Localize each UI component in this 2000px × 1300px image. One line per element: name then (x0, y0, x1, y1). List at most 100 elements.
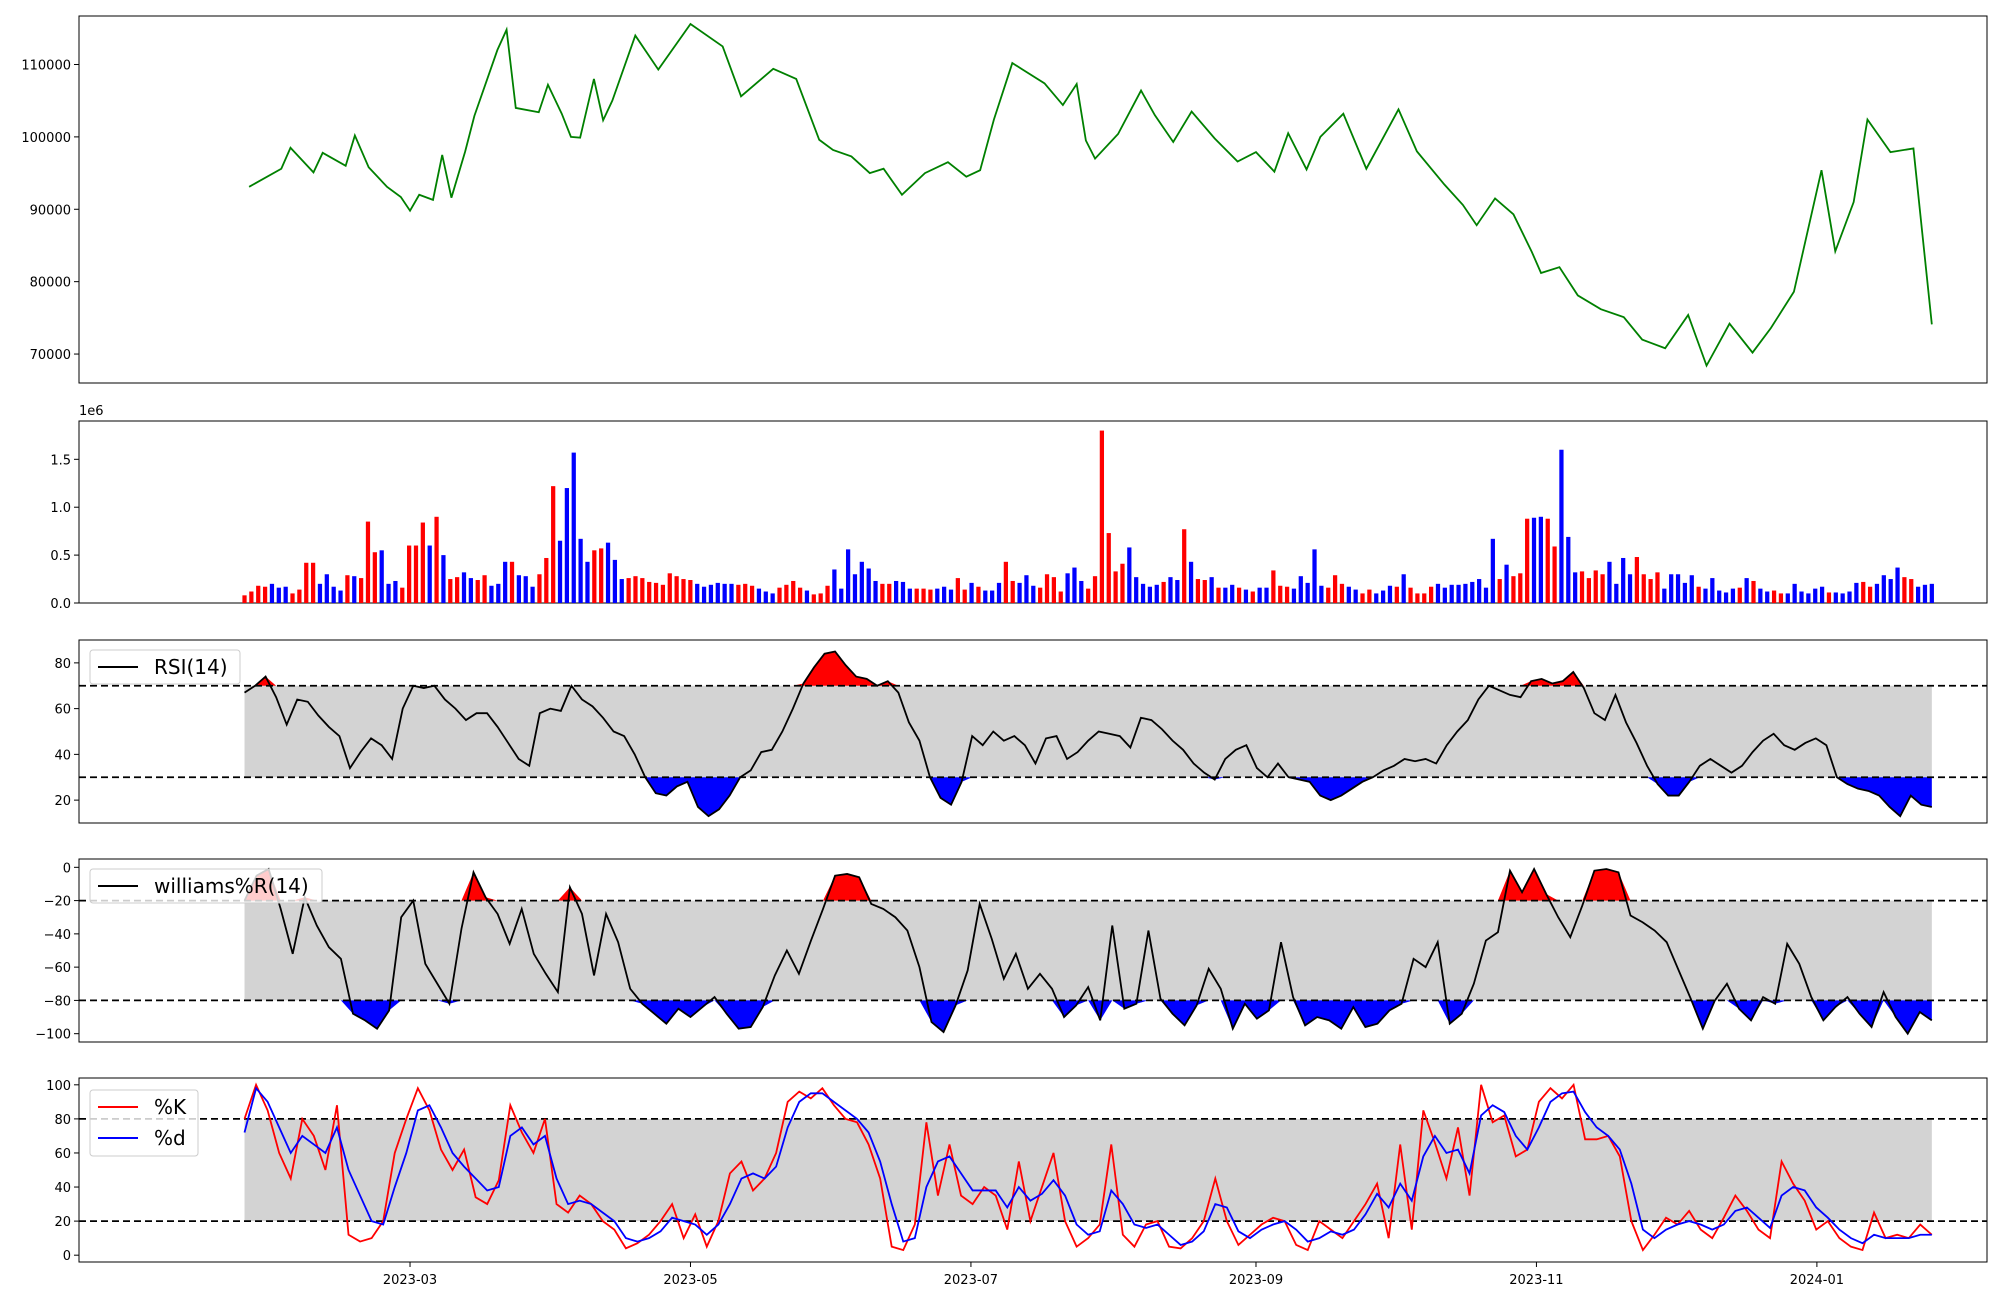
volume-bar (976, 586, 981, 603)
y-tick-label: 110000 (21, 58, 71, 73)
volume-bar (1552, 546, 1557, 603)
volume-bar (1408, 587, 1413, 603)
volume-bar (866, 568, 871, 603)
williams-legend-box (89, 868, 323, 904)
volume-bar (722, 583, 727, 603)
x-tick-label: 2023-11 (1509, 1273, 1563, 1288)
volume-bar (530, 586, 535, 603)
volume-bar (1038, 587, 1043, 603)
volume-bar (1278, 585, 1283, 603)
volume-bar (612, 559, 618, 603)
volume-bar (1573, 572, 1578, 603)
volume-bar (262, 586, 268, 603)
y-tick-label: 90000 (30, 203, 71, 218)
volume-bar (551, 486, 556, 603)
volume-bar (770, 593, 775, 603)
williams-legend: williams%R(14) (89, 868, 323, 904)
volume-bar (1614, 583, 1619, 603)
y-tick-label: 100 (46, 1079, 71, 1094)
volume-bar (1717, 590, 1722, 603)
volume-bar (434, 516, 439, 603)
volume-bar (1223, 587, 1228, 603)
y-tick-label: 0.5 (50, 549, 71, 564)
panel-frame (78, 1077, 1988, 1263)
volume-bar (688, 580, 693, 603)
volume-bar (1470, 581, 1475, 603)
volume-bar (804, 590, 810, 603)
volume-bar (1017, 582, 1022, 603)
volume-bar (1881, 575, 1886, 603)
y-tick-label: 1.5 (50, 453, 71, 468)
volume-bar (729, 583, 734, 603)
volume-bar (1490, 538, 1495, 603)
rsi-legend-box (89, 649, 241, 685)
stochastic-panel: 0 20 40 60 80 100 2023-03 2023-05 2023-07 2023-09… (46, 1077, 1988, 1288)
volume-bar (544, 557, 549, 603)
y-tick-label: −20 (44, 895, 71, 910)
volume-bar (1648, 579, 1653, 603)
stoch-k-line (243, 1082, 1933, 1252)
volume-bar (338, 590, 343, 603)
volume-bar (626, 578, 631, 603)
volume-bar (1401, 574, 1406, 603)
volume-bar (962, 589, 967, 603)
volume-bar (304, 562, 309, 603)
volume-bar (1291, 588, 1297, 603)
volume-bar (427, 545, 432, 603)
volume-bar (1621, 557, 1626, 603)
volume-bar (1305, 582, 1310, 603)
volume-bar (1264, 587, 1269, 603)
volume-bar (743, 583, 748, 603)
volume-bar (1566, 536, 1571, 603)
rsi-line (244, 650, 1933, 818)
rsi-neutral-band (244, 685, 1932, 778)
volume-bar (1477, 579, 1482, 603)
volume-bar (852, 574, 858, 603)
volume-bar (894, 580, 899, 603)
volume-bar (791, 580, 796, 603)
volume-bar (1339, 583, 1345, 603)
volume-bar (1771, 590, 1777, 603)
volume-bar (578, 538, 583, 603)
volume-bar (1435, 583, 1441, 603)
volume-bar (887, 583, 892, 603)
volume-bar (1216, 587, 1221, 603)
volume-bar (1559, 449, 1564, 603)
stoch-neutral-band (244, 1118, 1932, 1222)
volume-bar (1730, 588, 1736, 603)
volume-bar (1826, 592, 1832, 603)
x-tick-label: 2023-09 (1229, 1273, 1283, 1288)
volume-bar (269, 583, 275, 603)
volume-bar (1360, 593, 1365, 603)
volume-bar (667, 573, 672, 603)
volume-bar (1230, 584, 1235, 603)
volume-bar (557, 540, 563, 603)
volume-bar (1785, 593, 1790, 603)
volume-bar (564, 488, 570, 603)
y-tick-label: 40 (54, 748, 71, 763)
rsi-panel: 20 40 60 80 (54, 639, 1988, 824)
volume-bar (1888, 579, 1893, 603)
volume-bar (990, 590, 995, 603)
volume-bar (1092, 576, 1098, 603)
volume-bar (1531, 517, 1537, 603)
volume-bar (1874, 583, 1880, 603)
volume-bar (324, 574, 329, 603)
volume-bar (1120, 563, 1125, 603)
d-legend-label: %d (154, 1126, 186, 1150)
stochastic-legend: %K %d (89, 1089, 199, 1157)
volume-bar (1792, 583, 1797, 603)
volume-bar (1449, 584, 1454, 603)
volume-bar (619, 579, 624, 603)
volume-bar (1236, 587, 1242, 603)
volume-bar (640, 578, 645, 603)
williams-line (243, 866, 1933, 1036)
volume-bar (1662, 588, 1667, 603)
volume-bar (509, 561, 515, 603)
volume-panel: 0.0 0.5 1.0 1.5 (50, 420, 1988, 612)
volume-bar (1902, 577, 1907, 603)
volume-bar (1922, 584, 1928, 603)
volume-bar (1332, 575, 1338, 603)
volume-bar (914, 588, 919, 603)
